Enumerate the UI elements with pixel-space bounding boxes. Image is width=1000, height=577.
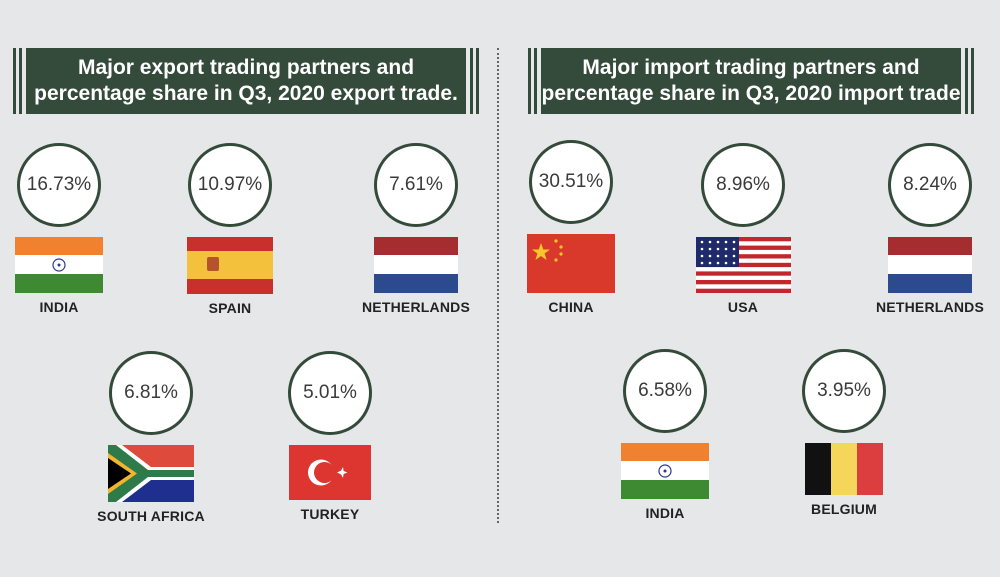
south-africa-flag-icon	[108, 445, 194, 502]
export-title-line1: Major export trading partners and	[77, 56, 415, 79]
share-circle: 10.97%	[188, 143, 272, 227]
export-partner-india: 16.73% INDIA	[0, 143, 124, 315]
export-title-banner: Major export trading partners and percen…	[13, 48, 479, 114]
country-label: BELGIUM	[811, 501, 877, 517]
country-label: SPAIN	[208, 300, 252, 316]
country-label: NETHERLANDS	[362, 299, 470, 315]
belgium-flag-icon	[805, 443, 883, 495]
import-partner-india: 6.58% INDIA	[600, 349, 730, 521]
turkey-flag-icon	[289, 445, 371, 500]
share-circle: 7.61%	[374, 143, 458, 227]
import-partner-usa: 8.96% USA	[678, 143, 808, 315]
share-circle: 6.58%	[623, 349, 707, 433]
import-partner-china: 30.51% CHINA	[506, 140, 636, 315]
india-flag-icon	[15, 237, 103, 293]
import-title-banner: Major import trading partners and percen…	[528, 48, 974, 114]
spain-flag-icon	[187, 237, 273, 294]
netherlands-flag-icon	[374, 237, 458, 293]
country-label: USA	[727, 299, 759, 315]
import-partner-belgium: 3.95% BELGIUM	[779, 349, 909, 517]
china-flag-icon	[527, 234, 615, 293]
country-label: SOUTH AFRICA	[97, 508, 205, 524]
share-circle: 16.73%	[17, 143, 101, 227]
netherlands-flag-icon	[888, 237, 972, 293]
country-label: TURKEY	[300, 506, 360, 522]
usa-flag-icon	[695, 237, 791, 293]
export-title-line2: percentage share in Q3, 2020 export trad…	[34, 82, 458, 105]
share-circle: 8.96%	[701, 143, 785, 227]
share-circle: 5.01%	[288, 351, 372, 435]
export-partner-spain: 10.97% SPAIN	[165, 143, 295, 316]
section-divider	[497, 48, 499, 523]
share-circle: 3.95%	[802, 349, 886, 433]
import-title-line1: Major import trading partners and	[582, 56, 920, 79]
country-label: CHINA	[548, 299, 594, 315]
export-partner-turkey: 5.01% TURKEY	[265, 351, 395, 522]
export-partner-netherlands: 7.61% NETHERLANDS	[351, 143, 481, 315]
import-partner-netherlands: 8.24% NETHERLANDS	[865, 143, 995, 315]
share-circle: 8.24%	[888, 143, 972, 227]
india-flag-icon	[621, 443, 709, 499]
share-circle: 30.51%	[529, 140, 613, 224]
country-label: INDIA	[39, 299, 79, 315]
import-title-line2: percentage share in Q3, 2020 import trad…	[541, 82, 961, 105]
export-partner-south-africa: 6.81% SOUTH AFRICA	[86, 351, 216, 524]
country-label: INDIA	[645, 505, 685, 521]
share-circle: 6.81%	[109, 351, 193, 435]
country-label: NETHERLANDS	[876, 299, 984, 315]
